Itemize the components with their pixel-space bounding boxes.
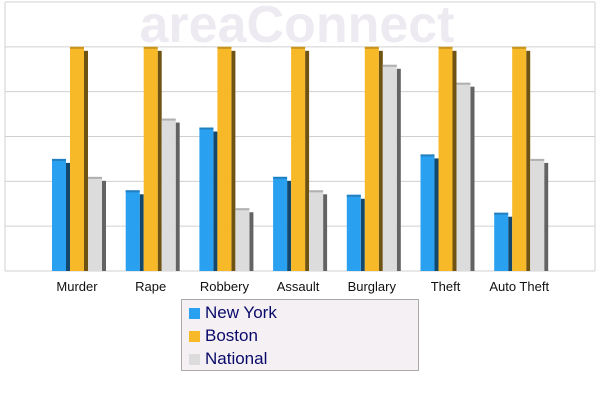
- bar-top-national-theft: [456, 82, 471, 85]
- bar-boston-robbery: [217, 46, 232, 272]
- bar-top-national-assault: [309, 190, 324, 193]
- bar-top-new-york-burglary: [346, 194, 361, 197]
- bar-boston-rape: [143, 46, 158, 272]
- legend-label-national: National: [205, 349, 268, 368]
- bar-top-boston-burglary: [364, 46, 379, 49]
- x-tick-label-assault: Assault: [277, 279, 320, 294]
- bar-new-york-robbery: [199, 127, 214, 272]
- bar-top-new-york-murder: [52, 158, 66, 161]
- bar-side-boston-auto-theft: [526, 50, 531, 272]
- bar-boston-burglary: [364, 46, 379, 272]
- x-tick-label-rape: Rape: [135, 279, 166, 294]
- bar-national-assault: [309, 190, 324, 271]
- bar-boston-assault: [291, 46, 306, 272]
- bar-side-national-theft: [470, 86, 475, 271]
- bar-side-national-burglary: [396, 68, 401, 272]
- bar-boston-auto-theft: [512, 46, 527, 272]
- bar-side-new-york-burglary: [360, 198, 365, 271]
- bar-new-york-murder: [52, 158, 66, 271]
- bar-side-new-york-theft: [434, 158, 439, 271]
- bar-side-new-york-rape: [139, 194, 144, 271]
- bar-top-boston-theft: [438, 46, 453, 49]
- category-labels: Murder Rape Robbery Assault Burglary Theft Aut…: [56, 279, 549, 294]
- bar-top-boston-murder: [70, 46, 84, 49]
- legend-swatch-boston: [189, 330, 200, 342]
- bar-top-national-rape: [161, 118, 176, 121]
- bar-top-national-robbery: [235, 208, 250, 211]
- bar-national-murder: [88, 176, 102, 271]
- bar-side-boston-burglary: [378, 50, 383, 272]
- bar-top-new-york-theft: [420, 154, 435, 157]
- legend-label-boston: Boston: [205, 326, 258, 345]
- bar-top-national-auto-theft: [530, 158, 545, 161]
- bar-side-new-york-robbery: [213, 131, 218, 271]
- x-tick-label-robbery: Robbery: [200, 279, 250, 294]
- bar-boston-murder: [70, 46, 84, 272]
- bar-new-york-auto-theft: [494, 212, 509, 271]
- bar-side-new-york-assault: [287, 180, 292, 271]
- bar-new-york-rape: [125, 190, 140, 271]
- bar-boston-theft: [438, 46, 453, 272]
- bar-side-national-assault: [323, 194, 328, 271]
- legend-item-new-york: New York: [189, 303, 277, 323]
- legend-swatch-new-york: [189, 307, 200, 319]
- bars-group: [52, 46, 549, 272]
- bar-side-new-york-auto-theft: [508, 216, 513, 271]
- bar-new-york-theft: [420, 154, 435, 271]
- bar-top-boston-rape: [143, 46, 158, 49]
- bar-top-new-york-auto-theft: [494, 212, 509, 215]
- legend-item-boston: Boston: [189, 326, 258, 346]
- watermark-logo: areaConnect: [140, 0, 455, 54]
- bar-top-boston-robbery: [217, 46, 232, 49]
- bar-side-boston-robbery: [231, 50, 236, 272]
- bar-side-national-murder: [102, 180, 106, 271]
- bar-new-york-assault: [273, 176, 288, 271]
- bar-side-boston-murder: [84, 50, 88, 272]
- legend-swatch-national: [189, 353, 200, 365]
- bar-national-auto-theft: [530, 158, 545, 271]
- bar-national-theft: [456, 82, 471, 271]
- x-tick-label-murder: Murder: [56, 279, 98, 294]
- bar-side-boston-assault: [305, 50, 310, 272]
- x-tick-label-burglary: Burglary: [348, 279, 397, 294]
- bar-top-boston-auto-theft: [512, 46, 527, 49]
- bar-side-national-robbery: [249, 212, 254, 271]
- bar-new-york-burglary: [346, 194, 361, 271]
- bar-national-rape: [161, 118, 176, 271]
- bar-top-new-york-assault: [273, 176, 288, 179]
- x-tick-label-theft: Theft: [431, 279, 461, 294]
- legend-item-national: National: [189, 349, 267, 369]
- bar-side-boston-rape: [157, 50, 162, 272]
- bar-top-national-murder: [88, 176, 102, 179]
- bar-side-national-auto-theft: [544, 162, 549, 271]
- legend: New York Boston National: [181, 299, 419, 371]
- bar-top-boston-assault: [291, 46, 306, 49]
- bar-top-new-york-robbery: [199, 127, 214, 130]
- bar-national-burglary: [382, 64, 397, 272]
- bar-top-national-burglary: [382, 64, 397, 67]
- bar-top-new-york-rape: [125, 190, 140, 193]
- legend-label-new-york: New York: [205, 303, 277, 322]
- bar-national-robbery: [235, 208, 250, 271]
- bar-side-national-rape: [175, 122, 180, 271]
- bar-side-new-york-murder: [66, 162, 70, 271]
- x-tick-label-auto-theft: Auto Theft: [489, 279, 549, 294]
- bar-side-boston-theft: [452, 50, 457, 272]
